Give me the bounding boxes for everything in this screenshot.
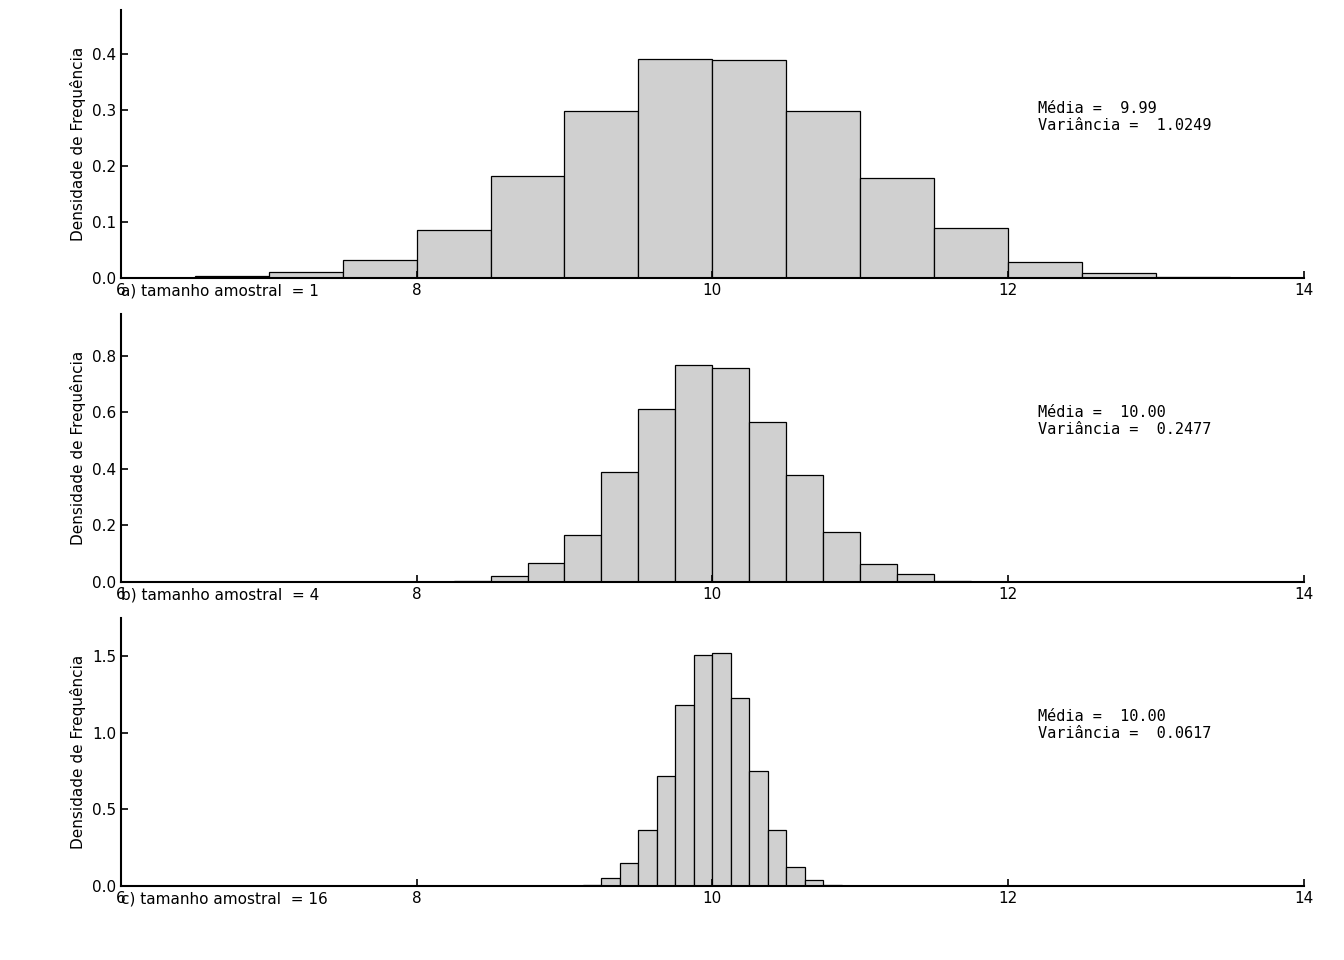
Bar xyxy=(491,176,564,277)
Bar xyxy=(750,771,767,886)
Bar xyxy=(343,260,417,277)
Bar xyxy=(823,532,860,582)
Bar xyxy=(620,863,638,886)
Y-axis label: Densidade de Frequência: Densidade de Frequência xyxy=(70,655,86,849)
Bar xyxy=(712,368,750,582)
Bar xyxy=(269,272,343,277)
Bar xyxy=(731,698,750,886)
Bar xyxy=(638,830,657,886)
Bar xyxy=(694,656,712,886)
Bar xyxy=(786,475,823,582)
Bar xyxy=(195,276,269,277)
Bar xyxy=(676,365,712,582)
Bar xyxy=(934,581,972,582)
Bar xyxy=(1156,276,1230,277)
Bar xyxy=(805,879,823,886)
Bar xyxy=(528,564,564,582)
Y-axis label: Densidade de Frequência: Densidade de Frequência xyxy=(70,47,86,241)
Bar xyxy=(638,59,712,277)
Bar xyxy=(638,409,676,582)
Bar xyxy=(602,878,620,886)
Bar xyxy=(657,777,676,886)
Text: Média =  10.00
Variância =  0.0617: Média = 10.00 Variância = 0.0617 xyxy=(1038,708,1211,741)
Bar xyxy=(564,111,638,277)
Bar xyxy=(767,829,786,886)
Bar xyxy=(750,422,786,582)
Bar xyxy=(860,179,934,277)
Bar xyxy=(786,110,860,277)
Bar xyxy=(417,230,491,277)
Bar xyxy=(1008,262,1082,277)
Text: Média =  9.99
Variância =  1.0249: Média = 9.99 Variância = 1.0249 xyxy=(1038,101,1211,133)
Y-axis label: Densidade de Frequência: Densidade de Frequência xyxy=(70,350,86,545)
Bar xyxy=(602,471,638,582)
Bar xyxy=(564,535,602,582)
Bar xyxy=(860,564,898,582)
Text: Média =  10.00
Variância =  0.2477: Média = 10.00 Variância = 0.2477 xyxy=(1038,405,1211,437)
Bar xyxy=(898,574,934,582)
Bar xyxy=(1082,273,1156,277)
Text: c) tamanho amostral  = 16: c) tamanho amostral = 16 xyxy=(121,891,328,906)
Bar xyxy=(583,884,602,886)
Bar xyxy=(786,867,805,886)
Bar xyxy=(934,228,1008,277)
Bar xyxy=(491,576,528,582)
Bar xyxy=(676,706,694,886)
Text: b) tamanho amostral  = 4: b) tamanho amostral = 4 xyxy=(121,588,320,602)
Bar xyxy=(712,653,731,886)
Text: a) tamanho amostral  = 1: a) tamanho amostral = 1 xyxy=(121,283,319,299)
Bar xyxy=(712,60,786,277)
